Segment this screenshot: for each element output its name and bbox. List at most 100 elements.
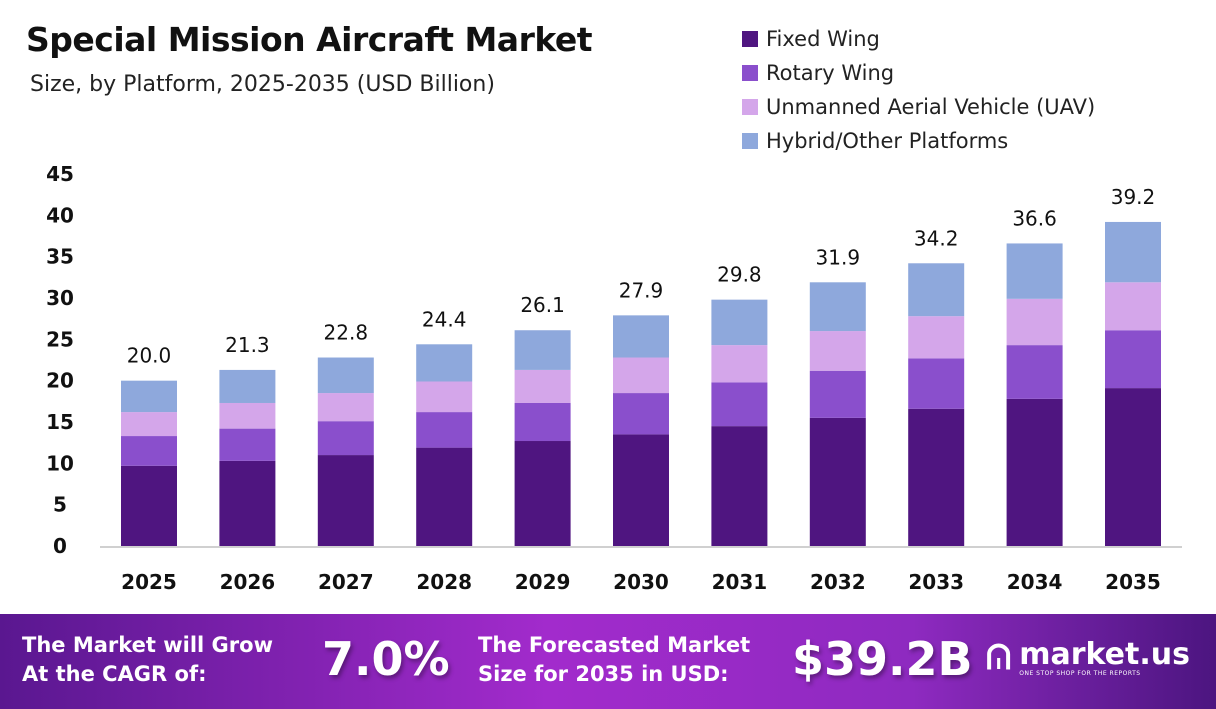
bar-segment-hybrid-other-platforms-2035 (1105, 221, 1161, 283)
legend-swatch (742, 31, 758, 47)
stacked-bar-chart: 05101520253035404520.0202521.3202622.820… (46, 162, 1182, 594)
bar-segment-unmanned-aerial-vehicle-uav--2026 (219, 402, 276, 429)
forecast-label-line2: Size for 2035 in USD: (478, 662, 729, 686)
x-tick-label: 2035 (1105, 570, 1161, 594)
bar-segment-unmanned-aerial-vehicle-uav--2033 (908, 316, 965, 359)
x-tick-label: 2031 (712, 570, 768, 594)
total-label: 34.2 (914, 226, 959, 250)
legend-swatch (742, 65, 758, 81)
legend-swatch (742, 133, 758, 149)
summary-banner: The Market will Grow At the CAGR of: 7.0… (0, 614, 1216, 709)
x-tick-label: 2030 (613, 570, 669, 594)
bar-segment-hybrid-other-platforms-2030 (613, 315, 669, 358)
chart-title: Special Mission Aircraft Market (26, 20, 593, 59)
bar-segment-fixed-wing-2029 (514, 441, 571, 546)
legend-item: Rotary Wing (742, 56, 1095, 90)
x-tick-label: 2026 (220, 570, 276, 594)
y-tick-label: 15 (46, 410, 74, 434)
y-tick-label: 45 (46, 162, 74, 186)
bar-segment-fixed-wing-2028 (416, 447, 473, 546)
y-tick-label: 35 (46, 245, 74, 269)
y-tick-label: 0 (53, 534, 67, 558)
cagr-label-line1: The Market will Grow (22, 633, 273, 657)
bar-segment-rotary-wing-2033 (908, 358, 965, 409)
x-tick-label: 2033 (908, 570, 964, 594)
y-tick-label: 10 (46, 451, 74, 475)
cagr-label-line2: At the CAGR of: (22, 662, 207, 686)
legend-label: Fixed Wing (766, 27, 880, 51)
bar-segment-hybrid-other-platforms-2032 (809, 282, 866, 332)
bar-segment-rotary-wing-2035 (1105, 330, 1161, 389)
logo-name: market.us (1019, 636, 1190, 672)
bar-segment-fixed-wing-2027 (317, 455, 374, 546)
bar-segment-fixed-wing-2035 (1105, 388, 1161, 546)
cagr-value: 7.0% (322, 632, 450, 686)
forecast-label-line1: The Forecasted Market (478, 633, 751, 657)
x-tick-label: 2028 (416, 570, 472, 594)
bar-segment-fixed-wing-2030 (613, 434, 669, 546)
total-label: 36.6 (1012, 206, 1057, 230)
market-us-logo: ᕬ market.us ONE STOP SHOP FOR THE REPORT… (986, 638, 1190, 678)
total-label: 29.8 (717, 263, 762, 287)
forecast-value: $39.2B (792, 632, 973, 686)
logo-mark-icon: ᕬ (986, 638, 1012, 678)
y-tick-label: 40 (46, 203, 74, 227)
bar-segment-fixed-wing-2034 (1006, 398, 1063, 546)
legend-item: Fixed Wing (742, 22, 1095, 56)
x-tick-label: 2032 (810, 570, 866, 594)
total-label: 26.1 (520, 293, 565, 317)
total-label: 20.0 (127, 344, 172, 368)
logo-tagline: ONE STOP SHOP FOR THE REPORTS (1019, 669, 1141, 677)
bar-segment-hybrid-other-platforms-2027 (317, 357, 374, 394)
bar-segment-rotary-wing-2029 (514, 402, 571, 442)
bar-segment-unmanned-aerial-vehicle-uav--2031 (711, 345, 768, 383)
bar-segment-fixed-wing-2033 (908, 408, 965, 546)
bar-segment-unmanned-aerial-vehicle-uav--2030 (613, 357, 669, 394)
bar-segment-unmanned-aerial-vehicle-uav--2028 (416, 381, 473, 413)
bar-segment-unmanned-aerial-vehicle-uav--2032 (809, 331, 866, 371)
x-tick-label: 2029 (515, 570, 571, 594)
legend: Fixed Wing Rotary Wing Unmanned Aerial Veh… (742, 22, 1095, 158)
total-label: 24.4 (422, 307, 467, 331)
legend-item: Hybrid/Other Platforms (742, 124, 1095, 158)
bar-segment-fixed-wing-2031 (711, 426, 768, 546)
bar-segment-unmanned-aerial-vehicle-uav--2034 (1006, 298, 1063, 346)
chart-subtitle: Size, by Platform, 2025-2035 (USD Billio… (30, 72, 495, 97)
legend-label: Hybrid/Other Platforms (766, 129, 1009, 153)
total-label: 27.9 (619, 278, 664, 302)
total-label: 21.3 (225, 333, 270, 357)
bar-segment-hybrid-other-platforms-2025 (121, 380, 177, 413)
x-tick-label: 2034 (1007, 570, 1063, 594)
bar-segment-hybrid-other-platforms-2031 (711, 299, 768, 346)
y-tick-label: 30 (46, 286, 74, 310)
bar-segment-rotary-wing-2025 (121, 436, 177, 466)
total-label: 31.9 (816, 245, 861, 269)
bar-segment-rotary-wing-2027 (317, 421, 374, 456)
bar-segment-rotary-wing-2028 (416, 412, 473, 448)
bar-segment-hybrid-other-platforms-2028 (416, 344, 473, 382)
y-tick-label: 20 (46, 369, 74, 393)
total-label: 22.8 (324, 321, 369, 345)
forecast-label: The Forecasted Market Size for 2035 in U… (478, 631, 750, 689)
bar-segment-rotary-wing-2031 (711, 382, 768, 427)
legend-label: Unmanned Aerial Vehicle (UAV) (766, 95, 1096, 119)
bar-segment-hybrid-other-platforms-2029 (514, 330, 571, 370)
y-tick-label: 25 (46, 327, 74, 351)
x-tick-label: 2027 (318, 570, 374, 594)
bar-segment-fixed-wing-2025 (121, 465, 177, 546)
x-tick-label: 2025 (121, 570, 177, 594)
cagr-label: The Market will Grow At the CAGR of: (22, 631, 273, 689)
bar-segment-rotary-wing-2026 (219, 428, 276, 461)
bar-segment-hybrid-other-platforms-2026 (219, 369, 276, 403)
bar-segment-hybrid-other-platforms-2033 (908, 263, 965, 317)
legend-label: Rotary Wing (766, 61, 895, 85)
bar-segment-unmanned-aerial-vehicle-uav--2025 (121, 412, 177, 437)
total-label: 39.2 (1111, 185, 1156, 209)
bar-segment-unmanned-aerial-vehicle-uav--2029 (514, 369, 571, 403)
bar-segment-fixed-wing-2032 (809, 417, 866, 546)
bar-segment-unmanned-aerial-vehicle-uav--2035 (1105, 282, 1161, 331)
bar-segment-rotary-wing-2030 (613, 393, 669, 435)
bar-segment-rotary-wing-2034 (1006, 345, 1063, 399)
legend-item: Unmanned Aerial Vehicle (UAV) (742, 90, 1095, 124)
bar-segment-rotary-wing-2032 (809, 370, 866, 418)
